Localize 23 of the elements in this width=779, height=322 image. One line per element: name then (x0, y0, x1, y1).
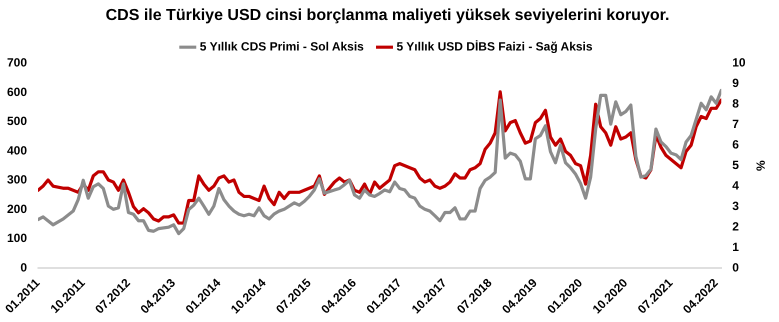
y2-tick-label: 8 (732, 96, 740, 110)
y-tick-label: 0 (20, 260, 28, 274)
y-tick-label: 400 (6, 143, 28, 158)
legend-label: 5 Yıllık CDS Primi - Sol Aksis (200, 40, 364, 54)
y2-tick-label: 2 (732, 219, 740, 234)
y-tick-label: 500 (6, 114, 28, 128)
y2-tick-label: 4 (732, 178, 740, 192)
y-tick-label: 300 (6, 172, 28, 187)
y2-tick-label: 5 (732, 158, 740, 172)
y2-tick-label: 10 (732, 56, 746, 70)
y-tick-label: 100 (6, 231, 28, 246)
y2-tick-label: 7 (732, 116, 740, 131)
y2-tick-label: 0 (732, 260, 740, 274)
y2-tick-label: 3 (732, 198, 740, 213)
y2-tick-label: 1 (732, 240, 740, 254)
chart-title: CDS ile Türkiye USD cinsi borçlanma maliyeti yüksek seviyelerini koruyor. (106, 7, 670, 24)
y-tick-label: 700 (6, 56, 28, 70)
y-tick-label: 200 (6, 202, 28, 216)
y2-tick-label: 6 (732, 137, 740, 152)
y2-tick-label: 9 (732, 76, 740, 90)
legend-label: 5 Yıllık USD DİBS Faizi - Sağ Aksis (396, 40, 593, 54)
y-tick-label: 600 (6, 84, 28, 99)
y2-axis-title: % (753, 160, 768, 172)
